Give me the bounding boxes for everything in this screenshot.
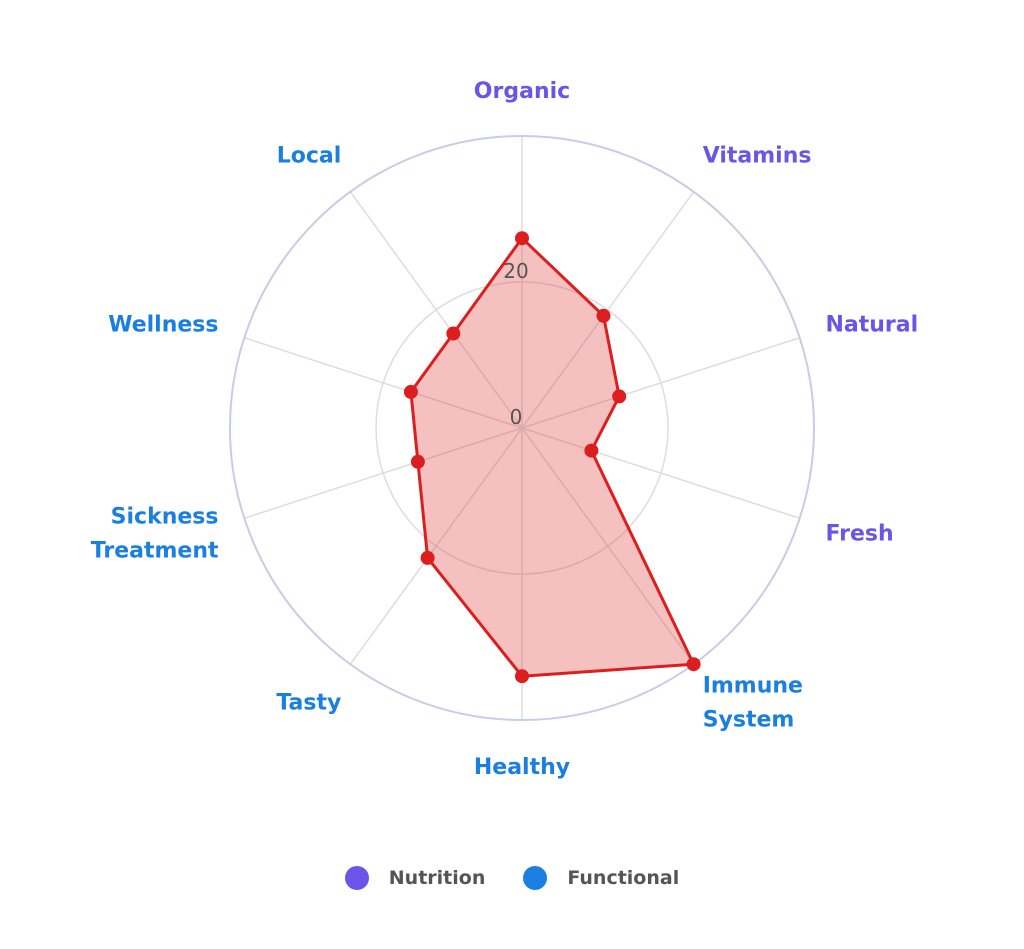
radial-tick-label-0: 0 (510, 405, 523, 429)
category-label-healthy: Healthy (474, 755, 570, 780)
data-point-healthy (515, 669, 529, 684)
series-area-0 (409, 236, 696, 678)
legend: Nutrition Functional (0, 866, 1024, 890)
legend-marker-functional (523, 866, 548, 890)
category-label-organic: Organic (474, 79, 570, 104)
data-point-immune-system (686, 657, 701, 672)
grid-ring-inner (375, 281, 669, 575)
series-layer (403, 231, 701, 684)
category-label-vitamins: Vitamins (703, 144, 812, 169)
category-label-wellness: Wellness (108, 313, 218, 338)
category-label-tasty: Tasty (276, 690, 341, 715)
category-label-immune-system: Immune System (703, 673, 803, 732)
legend-label-functional: Functional (567, 867, 680, 889)
data-point-tasty (420, 550, 435, 565)
category-label-fresh: Fresh (826, 521, 894, 546)
legend-marker-nutrition (344, 866, 369, 890)
grid-ring-outer (229, 135, 815, 721)
category-label-sickness-treatment: Sickness Treatment (91, 504, 219, 563)
data-point-wellness (403, 384, 418, 399)
category-label-local: Local (277, 144, 342, 169)
legend-label-nutrition: Nutrition (388, 867, 486, 889)
data-point-sickness-treatment (410, 454, 425, 469)
data-point-fresh (584, 443, 599, 458)
data-point-natural (612, 389, 627, 404)
legend-item-functional[interactable]: Functional (523, 866, 679, 890)
radial-tick-labels: 0 20 (503, 259, 528, 429)
data-point-organic (515, 231, 529, 246)
data-point-vitamins (596, 308, 611, 323)
legend-item-nutrition[interactable]: Nutrition (344, 866, 486, 890)
category-label-natural: Natural (826, 313, 919, 338)
data-point-local (446, 326, 461, 341)
radar-grid (229, 135, 815, 721)
category-labels: Organic Vitamins Natural Fresh Immune System H… (91, 79, 918, 780)
radial-tick-label-20: 20 (503, 259, 528, 283)
